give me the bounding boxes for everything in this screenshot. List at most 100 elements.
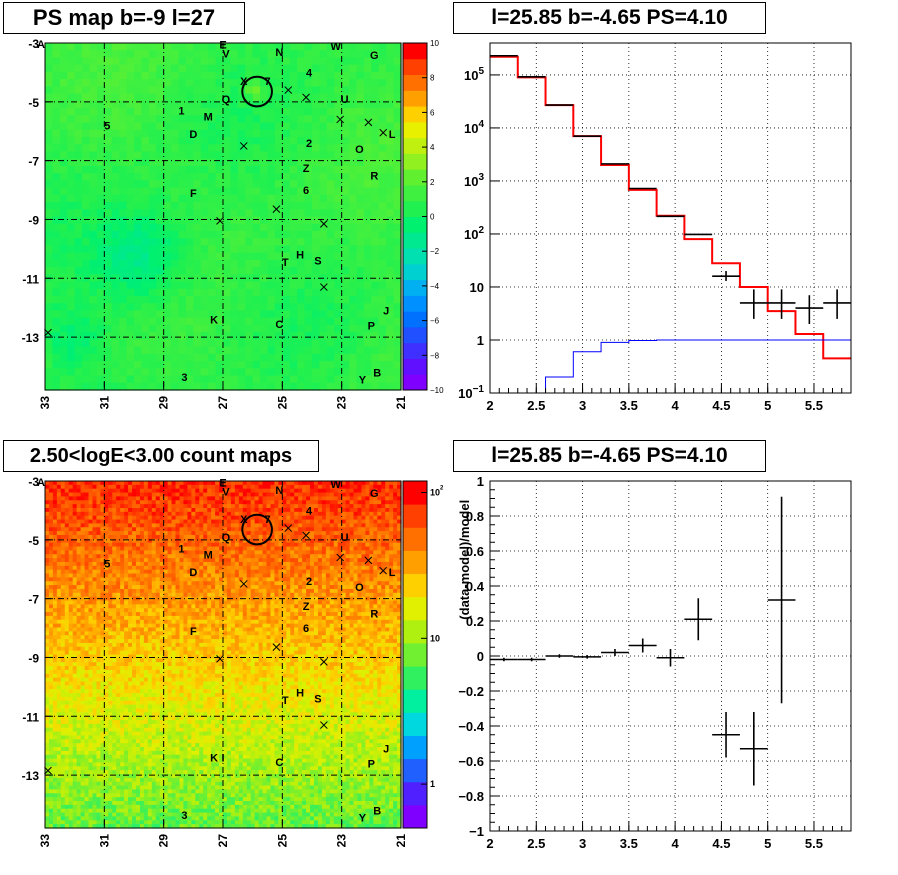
residual-y-tick-label: 0.4 [466,579,485,594]
colorbar-tick-label: −10 [430,386,444,395]
colorbar-segment [403,550,427,575]
source-label: U [341,532,349,544]
residual-point [490,657,518,662]
cross-stroke [320,219,328,228]
source-cross-marker [44,766,52,775]
source-label: 2 [306,576,312,588]
source-cross-marker [364,556,373,565]
target-circle-marker [241,75,273,108]
colorbar-tick-label: 6 [430,108,435,117]
map-y-tick-label: -9 [28,213,39,227]
spectrum-plot-area [490,54,851,393]
cross-stroke [302,93,310,102]
source-label: S [314,256,321,268]
source-cross-marker [320,721,328,729]
source-label: 1 [178,106,184,118]
residual-x-tick-label: 5 [764,836,771,851]
map-y-tick-label: -3 [28,475,39,489]
data-point [823,289,851,319]
residual-y-tick-label: −0.4 [458,719,484,734]
source-label: 5 [104,120,110,132]
spectrum-x-tick-label: 4.5 [712,398,730,413]
colorbar-segment [403,573,427,598]
map-x-tick-label: 21 [394,396,408,410]
colorbar-segment [403,527,427,551]
spectrum-x-tick-label: 3.5 [620,398,638,413]
source-label: F [190,188,197,200]
residual-x-tick-label: 4 [672,836,680,851]
source-label: K [210,314,218,326]
source-label: H [296,688,304,700]
cross-stroke [379,566,388,575]
residual-point [767,496,796,704]
residual-point [656,649,685,667]
source-cross-marker [239,142,248,150]
cross-stroke [239,580,248,588]
colorbar-segment [403,232,427,249]
map-y-tick-label: -13 [22,331,40,345]
spectrum-y-tick-label: 102 [464,225,484,242]
source-label: B [373,805,381,817]
cross-stroke [284,86,293,94]
colorbar-tick-label: −8 [430,351,440,360]
residual-y-tick-label: −0.8 [458,789,484,804]
map-x-tick-label: 27 [216,396,230,410]
colorbar-segment [403,137,427,154]
source-crosses [44,86,388,337]
cross-stroke [284,524,293,532]
cross-stroke [302,531,310,540]
source-label: X [240,514,248,526]
source-label: T [282,695,289,707]
spectrum-chart: 2 2.5 3 3.5 4 4.5 5 5.5 10−1 1 10 102 103 104 105 [458,42,852,413]
colorbar: 10 8 6 4 2 0 −2 −4 −6 −8 −10 [402,39,444,395]
residual-x-tick-label: 3.5 [620,836,638,851]
map-y-tick-label: -5 [28,534,39,548]
colorbar-tick-label: 1 [430,779,435,789]
colorbar-tick-label: −4 [430,282,440,291]
spectrum-x-tick-label: 3 [579,398,586,413]
colorbar-segment [403,735,427,760]
source-cross-marker [336,553,345,562]
data-point [739,289,768,319]
source-label: E [219,477,226,489]
colorbar-tick-label: 8 [430,74,435,83]
map-corner-label: A [37,39,45,51]
residual-chart: 2 2.5 3 3.5 4 4.5 5 5.5 1 0.8 0.6 0.4 0.2 0 −0.2 −0.4 −0… [457,474,852,851]
source-label: C [275,319,283,331]
colorbar-segment [403,216,427,233]
map-x-tick-label: 31 [97,396,111,410]
map-y-tick-label: -5 [28,96,39,110]
background-step-line [545,339,851,393]
residual-y-tick-label: 0.2 [466,614,484,629]
source-label: L [389,567,396,579]
cross-stroke [336,115,345,124]
data-point [767,289,796,319]
colorbar-segment [403,374,427,391]
source-label: J [383,744,389,756]
cross-stroke [320,283,328,291]
spectrum-x-tick-label: 2.5 [527,398,545,413]
source-label: 5 [104,558,110,570]
bottom-left-title: 2.50<logE<3.00 count maps [3,440,319,472]
source-label: Z [303,601,310,613]
source-label: W [331,479,342,491]
cross-stroke [44,328,52,337]
source-label: V [222,486,230,498]
cross-stroke [216,217,224,225]
data-point [712,271,740,281]
source-cross-marker [320,283,328,291]
source-label: Y [359,375,367,387]
cross-stroke [336,553,345,562]
spectrum-x-tick-label: 4 [672,398,680,413]
residual-y-tick-label: −1 [469,824,484,839]
model-step-line [490,55,851,360]
spectrum-y-tick-label: 10 [470,280,484,295]
spectrum-y-tick-label: 105 [464,66,484,83]
source-cross-marker [272,643,281,652]
source-label: D [189,567,197,579]
source-cross-marker [336,115,345,124]
map-x-tick-label: 25 [275,834,289,848]
cross-stroke [320,721,328,729]
